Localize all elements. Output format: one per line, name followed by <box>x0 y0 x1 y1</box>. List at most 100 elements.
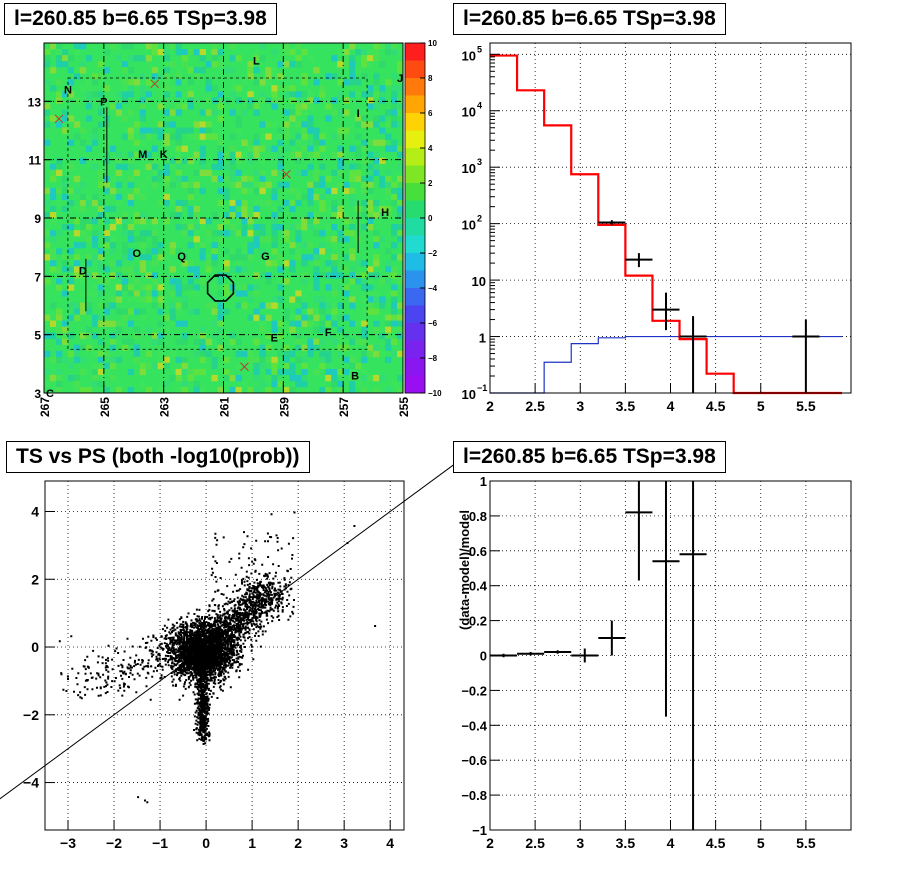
map-pixel <box>235 290 242 297</box>
x-tick-label: 2 <box>294 835 302 851</box>
sky-map-title: l=260.85 b=6.65 TSp=3.98 <box>4 3 277 35</box>
map-pixel <box>325 387 332 394</box>
map-pixel <box>385 175 392 183</box>
map-pixel <box>325 368 332 376</box>
map-pixel <box>337 151 344 158</box>
map-pixel <box>283 85 290 92</box>
map-pixel <box>157 332 164 339</box>
map-pixel <box>44 103 51 110</box>
map-pixel <box>319 320 326 327</box>
spectrum-title: l=260.85 b=6.65 TSp=3.98 <box>453 3 726 35</box>
map-pixel <box>391 302 398 309</box>
map-pixel <box>50 356 57 364</box>
map-pixel <box>379 278 386 285</box>
map-pixel <box>247 67 254 74</box>
map-pixel <box>79 181 87 189</box>
map-pixel <box>385 260 392 267</box>
map-pixel <box>337 133 344 140</box>
map-pixel <box>157 362 164 370</box>
map-pixel <box>391 308 398 315</box>
map-pixel <box>50 175 57 183</box>
map-pixel <box>295 254 302 261</box>
map-pixel <box>133 79 141 86</box>
map-pixel <box>115 260 123 267</box>
map-pixel <box>253 181 260 189</box>
map-pixel <box>295 296 302 303</box>
map-pixel <box>337 332 344 339</box>
map-pixel <box>56 266 63 273</box>
map-pixel <box>307 314 314 321</box>
map-pixel <box>361 175 368 183</box>
map-pixel <box>217 49 224 56</box>
map-pixel <box>307 338 314 345</box>
map-pixel <box>223 187 230 195</box>
map-pixel <box>50 374 57 382</box>
map-pixel <box>109 205 117 213</box>
y-tick-label: −1 <box>472 823 487 838</box>
residual-point <box>544 650 572 654</box>
map-pixel <box>331 236 338 243</box>
map-pixel <box>187 224 194 231</box>
map-pixel <box>235 266 242 273</box>
map-pixel <box>169 302 176 309</box>
map-pixel <box>295 338 302 345</box>
map-pixel <box>229 254 236 261</box>
map-pixel <box>169 308 176 315</box>
map-pixel <box>223 374 230 382</box>
map-pixel <box>391 121 398 128</box>
map-pixel <box>283 43 290 50</box>
map-pixel <box>91 320 99 327</box>
map-pixel <box>385 187 392 195</box>
map-pixel <box>56 338 63 345</box>
map-pixel <box>133 356 141 364</box>
map-pixel <box>79 205 87 213</box>
map-pixel <box>271 242 278 249</box>
map-pixel <box>349 254 356 261</box>
map-pixel <box>175 205 182 213</box>
map-pixel <box>169 248 176 255</box>
map-pixel <box>97 350 105 358</box>
map-pixel <box>319 272 326 279</box>
map-pixel <box>367 374 374 382</box>
map-pixel <box>241 290 248 297</box>
map-pixel <box>343 212 350 219</box>
map-pixel <box>313 308 320 315</box>
map-pixel <box>253 290 260 297</box>
map-pixel <box>223 218 230 225</box>
map-pixel <box>79 61 87 68</box>
map-pixel <box>169 157 176 164</box>
map-pixel <box>121 230 129 237</box>
map-pixel <box>361 121 368 128</box>
map-pixel <box>91 254 99 261</box>
source-label: K <box>160 149 168 161</box>
map-pixel <box>56 97 63 104</box>
map-pixel <box>67 350 75 358</box>
map-pixel <box>199 151 206 158</box>
map-pixel <box>97 284 105 291</box>
map-pixel <box>103 236 111 243</box>
map-pixel <box>163 79 170 86</box>
map-pixel <box>199 187 206 195</box>
map-pixel <box>289 139 296 146</box>
map-pixel <box>253 338 260 345</box>
map-pixel <box>259 326 266 333</box>
map-pixel <box>157 296 164 303</box>
map-pixel <box>151 338 158 345</box>
map-pixel <box>283 187 290 195</box>
map-pixel <box>259 230 266 237</box>
map-pixel <box>62 127 69 134</box>
map-pixel <box>73 344 81 351</box>
map-pixel <box>145 175 152 183</box>
map-pixel <box>181 145 188 152</box>
map-pixel <box>325 260 332 267</box>
map-pixel <box>253 387 260 394</box>
map-pixel <box>127 55 135 62</box>
map-pixel <box>265 145 272 152</box>
map-pixel <box>271 380 278 388</box>
map-pixel <box>265 374 272 382</box>
colorbar-tick-label: −2 <box>428 249 438 258</box>
map-pixel <box>313 133 320 140</box>
map-pixel <box>217 308 224 315</box>
map-pixel <box>283 109 290 116</box>
